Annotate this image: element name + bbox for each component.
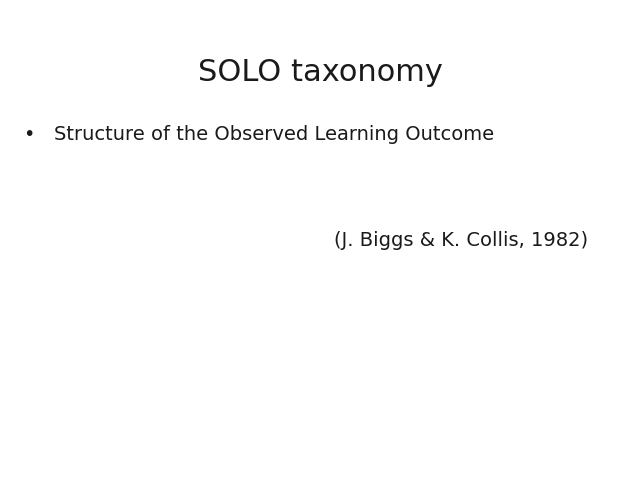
Text: •: • — [23, 125, 35, 144]
Text: Structure of the Observed Learning Outcome: Structure of the Observed Learning Outco… — [54, 125, 495, 144]
Text: (J. Biggs & K. Collis, 1982): (J. Biggs & K. Collis, 1982) — [333, 230, 588, 250]
Text: SOLO taxonomy: SOLO taxonomy — [198, 58, 442, 86]
